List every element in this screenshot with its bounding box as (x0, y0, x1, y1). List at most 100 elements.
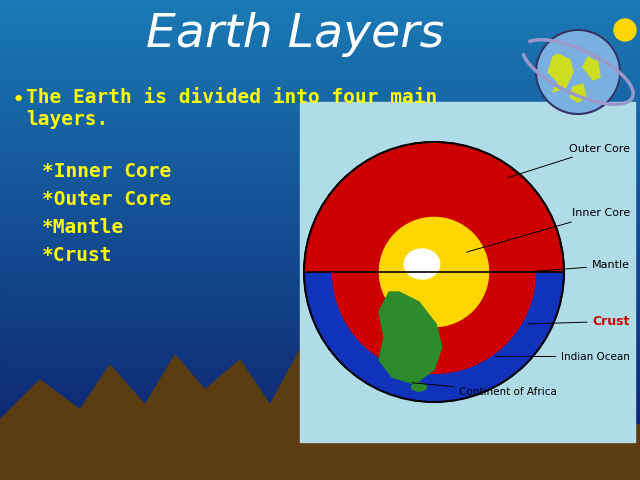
Bar (0, 190, 640, 192)
Bar (0, 418, 640, 420)
Text: *Outer Core: *Outer Core (42, 190, 172, 209)
Bar (0, 127, 640, 130)
Bar (0, 146, 640, 149)
Bar (0, 446, 640, 449)
Bar (0, 326, 640, 329)
Bar (0, 211, 640, 214)
Bar (0, 338, 640, 341)
Bar (0, 442, 640, 444)
Bar (0, 142, 640, 144)
Text: Outer Core: Outer Core (508, 144, 630, 178)
Bar (0, 192, 640, 194)
Bar (0, 298, 640, 300)
Bar (0, 278, 640, 281)
Bar (0, 470, 640, 473)
Bar (0, 12, 640, 14)
Bar (0, 302, 640, 305)
Bar (0, 137, 640, 139)
Bar (0, 185, 640, 187)
Text: *Inner Core: *Inner Core (42, 162, 172, 181)
Bar (0, 410, 640, 413)
Bar (0, 370, 640, 372)
Bar (0, 154, 640, 156)
Bar (0, 319, 640, 322)
Bar (0, 367, 640, 370)
Bar (0, 120, 640, 122)
Bar (0, 458, 640, 461)
Bar (0, 55, 640, 58)
Bar (0, 29, 640, 31)
Bar (0, 382, 640, 384)
Bar (0, 389, 640, 391)
Bar (0, 473, 640, 475)
Circle shape (380, 217, 488, 326)
Bar (0, 118, 640, 120)
Bar (0, 233, 640, 235)
Bar (0, 242, 640, 245)
Bar (0, 463, 640, 466)
Bar (0, 358, 640, 360)
Bar (0, 406, 640, 408)
Bar (0, 228, 640, 230)
Bar (0, 19, 640, 22)
Bar (0, 226, 640, 228)
Bar (0, 74, 640, 77)
Bar (0, 350, 640, 353)
Text: The Earth is divided into four main
layers.: The Earth is divided into four main laye… (26, 88, 437, 129)
Bar (0, 394, 640, 396)
Bar (0, 391, 640, 394)
Bar (0, 353, 640, 355)
Bar (0, 266, 640, 269)
Bar (0, 259, 640, 262)
Bar (0, 379, 640, 382)
Bar (0, 5, 640, 7)
Bar (0, 439, 640, 442)
Bar (0, 17, 640, 19)
Bar (0, 0, 640, 2)
Bar (0, 216, 640, 218)
Bar (0, 182, 640, 185)
Bar (0, 362, 640, 365)
Bar (0, 415, 640, 418)
Text: Mantle: Mantle (528, 261, 630, 272)
Bar (0, 168, 640, 170)
Bar (0, 413, 640, 415)
Bar (0, 67, 640, 70)
Bar (0, 276, 640, 278)
Bar (0, 408, 640, 410)
Bar (0, 295, 640, 298)
Bar (0, 271, 640, 274)
Bar (300, 102, 635, 442)
Bar (0, 60, 640, 62)
Text: Continent of Africa: Continent of Africa (412, 383, 557, 396)
Circle shape (614, 19, 636, 41)
Bar (0, 38, 640, 41)
Bar (0, 41, 640, 43)
Bar (0, 451, 640, 454)
Bar (0, 235, 640, 238)
Bar (0, 14, 640, 17)
Bar (0, 290, 640, 293)
Bar (0, 204, 640, 206)
Bar (0, 197, 640, 199)
Bar (0, 355, 640, 358)
Ellipse shape (412, 383, 426, 391)
Bar (0, 26, 640, 29)
Bar (0, 43, 640, 46)
Bar (0, 218, 640, 221)
Bar (0, 36, 640, 38)
Bar (0, 238, 640, 240)
Polygon shape (379, 292, 442, 384)
Bar (0, 156, 640, 158)
Bar (0, 324, 640, 326)
Bar (0, 269, 640, 271)
Bar (0, 283, 640, 286)
Bar (0, 46, 640, 48)
Bar (0, 250, 640, 252)
Bar (0, 307, 640, 310)
Text: Crust: Crust (528, 315, 630, 328)
Bar (0, 161, 640, 163)
Bar (0, 79, 640, 82)
Bar (0, 454, 640, 456)
Bar (0, 348, 640, 350)
